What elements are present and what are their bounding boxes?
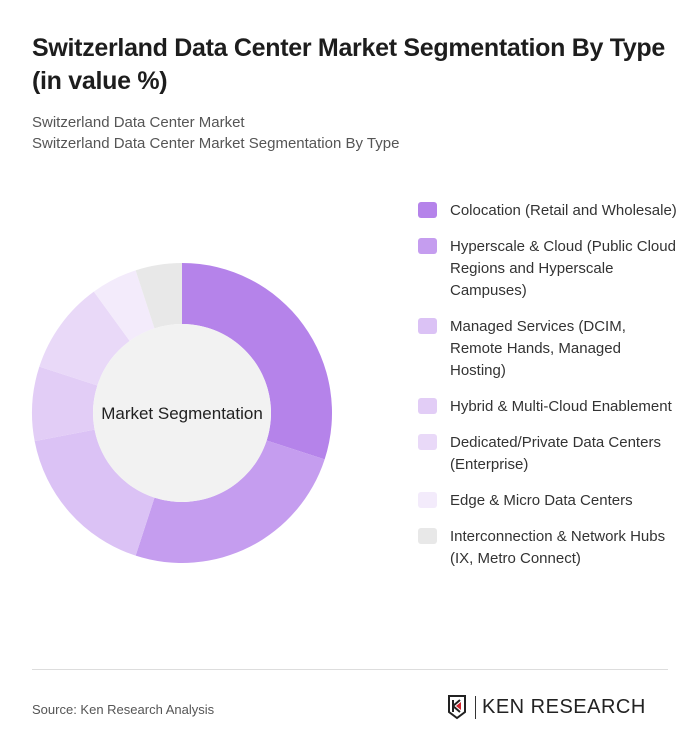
chart-title: Switzerland Data Center Market Segmentat…	[32, 34, 666, 95]
legend-swatch	[418, 528, 437, 544]
legend-item: Colocation (Retail and Wholesale)	[418, 200, 678, 222]
legend-swatch	[418, 398, 437, 414]
divider	[32, 669, 668, 670]
legend-swatch	[418, 318, 437, 334]
donut-slice	[135, 440, 325, 563]
legend-item: Hybrid & Multi-Cloud Enablement	[418, 396, 678, 418]
legend-label: Hyperscale & Cloud (Public Cloud Regions…	[450, 238, 676, 299]
legend-label: Managed Services (DCIM, Remote Hands, Ma…	[450, 318, 626, 379]
donut-slice	[31, 366, 98, 442]
subtitle-market: Switzerland Data Center Market	[32, 114, 245, 131]
donut-slice	[39, 291, 130, 386]
legend-label: Hybrid & Multi-Cloud Enablement	[450, 398, 672, 415]
legend-label: Edge & Micro Data Centers	[450, 492, 633, 509]
donut-slice	[93, 270, 155, 341]
legend-item: Hyperscale & Cloud (Public Cloud Regions…	[418, 236, 678, 302]
legend-label: Colocation (Retail and Wholesale)	[450, 202, 677, 219]
donut-chart: Market Segmentation	[31, 263, 332, 563]
legend-label: Interconnection & Network Hubs (IX, Metr…	[450, 528, 666, 567]
legend-item: Managed Services (DCIM, Remote Hands, Ma…	[418, 316, 678, 382]
donut-center	[93, 324, 271, 502]
legend: Colocation (Retail and Wholesale) Hypersc…	[418, 200, 678, 584]
legend-swatch	[418, 202, 437, 218]
legend-item: Interconnection & Network Hubs (IX, Metr…	[418, 526, 678, 570]
legend-item: Edge & Micro Data Centers	[418, 490, 678, 512]
legend-swatch	[418, 492, 437, 508]
ken-research-logo: KEN RESEARCH	[447, 694, 646, 720]
legend-label: Dedicated/Private Data Centers (Enterpri…	[450, 434, 661, 473]
legend-swatch	[418, 434, 437, 450]
legend-item: Dedicated/Private Data Centers (Enterpri…	[418, 432, 678, 476]
donut-slice	[135, 263, 182, 329]
subtitle-segmentation: Switzerland Data Center Market Segmentat…	[32, 135, 400, 152]
legend-swatch	[418, 238, 437, 254]
ken-research-logo-icon	[448, 695, 466, 720]
logo-text: KEN RESEARCH	[475, 695, 646, 719]
center-label: Market Segmentation	[101, 404, 263, 423]
source-note: Source: Ken Research Analysis	[32, 702, 215, 717]
donut-slice	[34, 429, 155, 556]
donut-slice	[182, 263, 332, 460]
